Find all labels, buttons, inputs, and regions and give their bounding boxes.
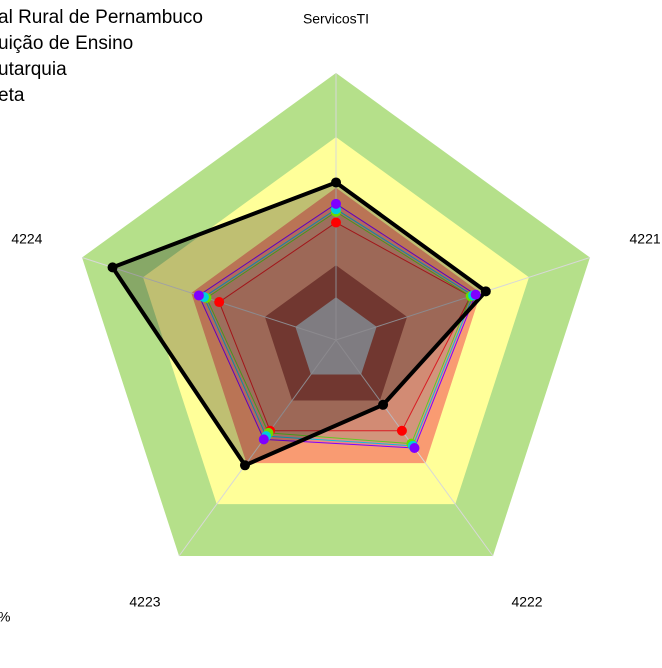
series-area (205, 211, 472, 445)
point (331, 198, 341, 209)
spoke (335, 257, 591, 341)
point (409, 443, 420, 454)
point (396, 425, 407, 436)
spoke (178, 339, 337, 557)
series-area (198, 203, 477, 449)
point (378, 399, 389, 410)
point (258, 434, 269, 445)
point (193, 290, 204, 301)
axis-label: 4222 (511, 594, 542, 610)
axis-label: ServicosTI (303, 11, 369, 27)
point (331, 177, 341, 188)
series-area (109, 180, 489, 468)
series-area (203, 208, 474, 447)
axis-label: 4221 (630, 230, 661, 246)
point (470, 289, 481, 300)
point (214, 297, 225, 308)
point (331, 217, 341, 228)
legend-label: al Rural de Pernambuco (0, 7, 203, 28)
legend-label: utarquia (0, 59, 67, 80)
axis-label: 4224 (11, 230, 42, 246)
point (239, 460, 250, 471)
axis-label: 4223 (129, 594, 160, 610)
legend-label: uição de Ensino (0, 33, 133, 54)
legend-label: eta (0, 85, 25, 106)
point (480, 286, 491, 297)
point (107, 262, 118, 273)
footnote: % (0, 609, 10, 625)
